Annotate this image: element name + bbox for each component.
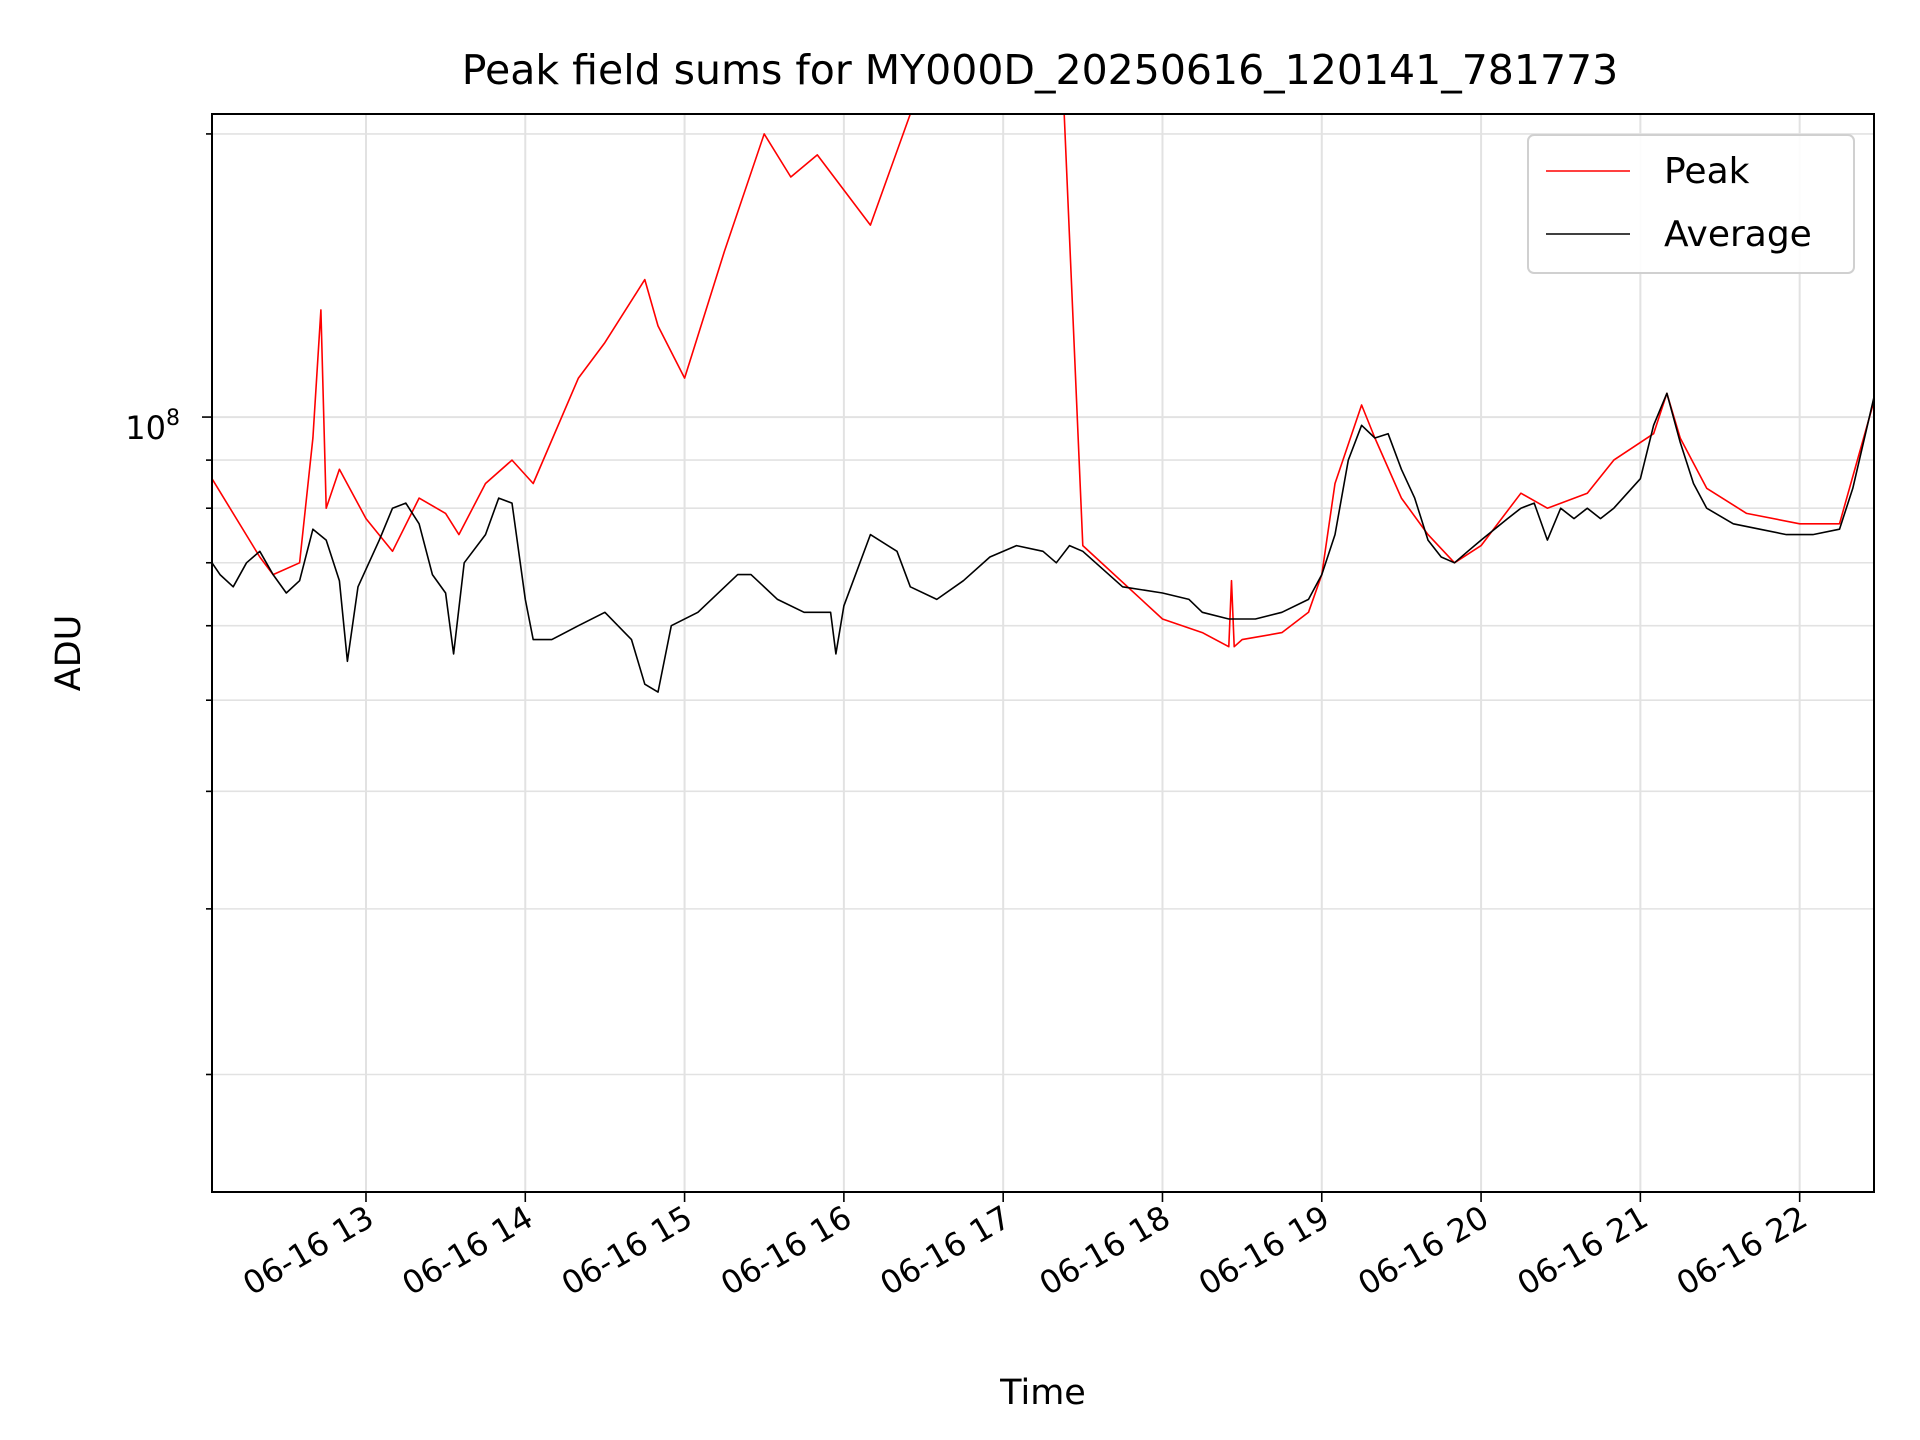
legend: Peak Average bbox=[1527, 134, 1855, 274]
grid bbox=[212, 114, 1874, 1192]
y-axis-label: ADU bbox=[49, 615, 89, 692]
series-layer bbox=[212, 114, 1874, 693]
y-tick-label-base: 10 bbox=[125, 409, 166, 447]
plot-frame bbox=[211, 113, 1875, 1193]
series-line-peak bbox=[212, 114, 1874, 648]
chart-title: Peak field sums for MY000D_20250616_1201… bbox=[462, 46, 1618, 94]
legend-box bbox=[1527, 134, 1855, 274]
x-axis-label: Time bbox=[999, 1373, 1086, 1413]
y-axis: 108 bbox=[125, 133, 212, 1076]
legend-label-peak: Peak bbox=[1664, 151, 1750, 192]
y-tick-label-exponent: 8 bbox=[166, 406, 180, 431]
legend-label-average: Average bbox=[1664, 214, 1812, 255]
y-tick-label-major: 108 bbox=[125, 406, 180, 447]
series-line-average bbox=[212, 392, 1874, 693]
